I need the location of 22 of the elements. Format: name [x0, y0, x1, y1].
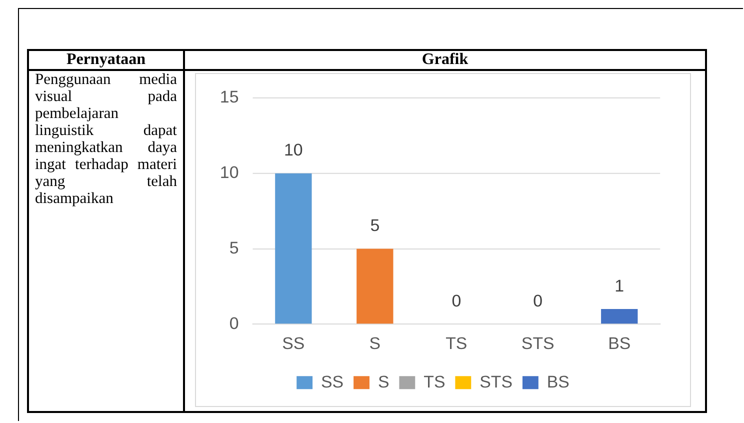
x-tick-label: SS	[282, 334, 305, 353]
x-tick-label: S	[369, 334, 381, 353]
data-label: 1	[614, 276, 624, 296]
text: Penggunaan media visual pada pembelajaran linguistik dapat meningkatkan daya ingat terhadap materi yang telah disampaikan	[28, 70, 184, 412]
x-tick-label: BS	[608, 334, 631, 353]
legend-label: SS	[321, 372, 344, 392]
data-label: 0	[452, 291, 462, 310]
y-tick-label: 10	[220, 163, 239, 182]
x-tick-label: STS	[521, 334, 554, 353]
legend-label: BS	[546, 372, 570, 392]
y-tick-label: 5	[229, 238, 239, 258]
y-tick-label: 0	[229, 314, 239, 333]
legend-label: S	[378, 372, 390, 392]
y-tick-label: 15	[220, 88, 239, 107]
data-label: 10	[284, 140, 303, 160]
data-label: 0	[533, 291, 543, 310]
x-tick-label: TS	[446, 334, 468, 353]
text: Grafik	[184, 50, 706, 70]
legend-label: STS	[480, 372, 513, 392]
data-label: 5	[370, 216, 380, 236]
text: Pernyataan	[28, 50, 184, 70]
legend-label: TS	[424, 372, 446, 392]
